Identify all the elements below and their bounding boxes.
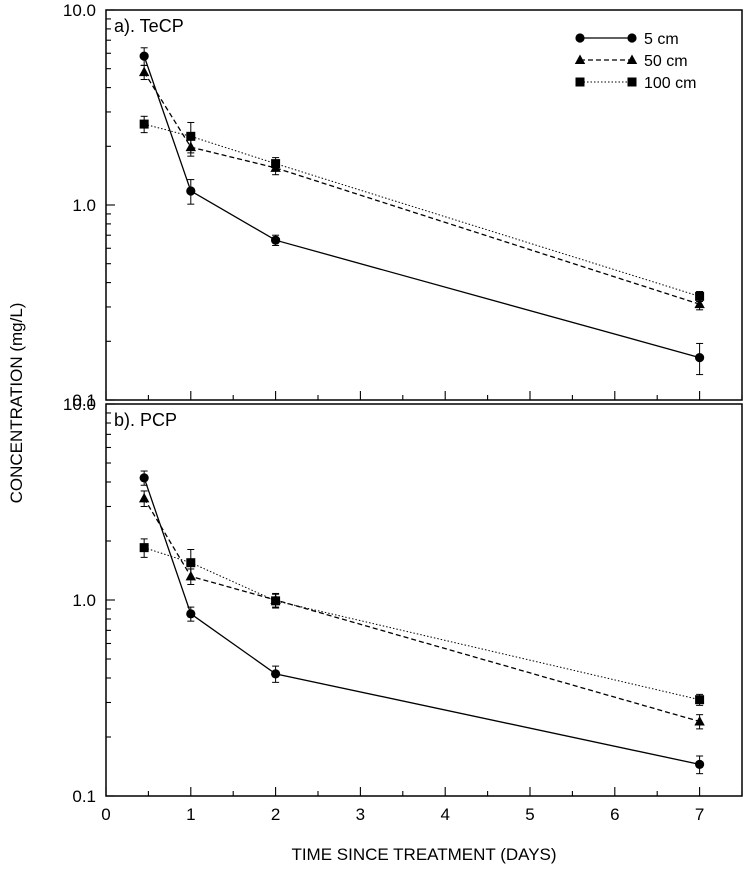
legend-item: 100 cm (575, 75, 696, 92)
data-point (271, 669, 281, 679)
panel-label: a). TeCP (114, 16, 184, 36)
legend-marker (626, 54, 638, 64)
series-line-100cm (144, 123, 700, 297)
y-tick-label: 0.1 (72, 787, 96, 806)
data-point (694, 715, 705, 726)
data-point (139, 543, 149, 553)
legend-marker (627, 77, 637, 87)
data-point (139, 119, 149, 129)
data-point (139, 473, 149, 483)
data-point (695, 695, 705, 705)
legend-item: 50 cm (574, 53, 688, 70)
panel-pcp: 0.1 1.0 10.0 0 1 2 3 4 5 6 7 b). PCP (63, 395, 743, 824)
data-point (138, 492, 150, 503)
legend-marker (575, 77, 585, 87)
x-tick-label: 3 (356, 805, 365, 824)
legend-item: 5 cm (575, 31, 679, 48)
legend: 5 cm 50 cm 100 cm (574, 31, 696, 92)
series-layer (138, 470, 705, 775)
plot-frame (105, 403, 743, 797)
series-line-50cm (143, 498, 700, 723)
y-tick-label: 10.0 (63, 395, 96, 414)
legend-label: 50 cm (644, 53, 688, 70)
series-line-50cm (143, 71, 700, 305)
y-tick-label: 10.0 (63, 1, 96, 20)
data-point (186, 609, 196, 619)
data-point (694, 298, 705, 309)
y-tick-label: 1.0 (72, 196, 96, 215)
data-point (138, 66, 150, 77)
series-layer (138, 47, 705, 376)
data-point (186, 186, 196, 196)
y-tick-label: 0.1 (72, 391, 96, 410)
x-tick-label: 1 (186, 805, 195, 824)
x-tick-label: 5 (525, 805, 534, 824)
data-point (186, 131, 196, 141)
x-tick-label: 2 (271, 805, 280, 824)
data-point (695, 352, 705, 363)
x-tick-label: 7 (695, 805, 704, 824)
x-tick-label: 0 (101, 805, 110, 824)
tick-marks: 0.1 1.0 10.0 0 1 2 3 4 5 6 7 (63, 395, 743, 824)
series-line-100cm (144, 547, 700, 701)
data-point (695, 759, 705, 769)
data-point (271, 235, 281, 245)
data-point (271, 596, 281, 606)
panel-tecp: 0.1 1.0 10.0 a). TeCP 5 cm 50 cm 100 cm (63, 1, 743, 410)
y-axis-title: CONCENTRATION (mg/L) (7, 303, 26, 504)
legend-marker (575, 33, 585, 43)
x-tick-label: 4 (440, 805, 449, 824)
data-point (695, 291, 705, 301)
data-point (139, 51, 149, 61)
x-axis-title: TIME SINCE TREATMENT (DAYS) (291, 845, 556, 864)
data-point (271, 159, 281, 169)
tick-marks: 0.1 1.0 10.0 (63, 1, 743, 410)
data-point (186, 558, 196, 568)
legend-label: 100 cm (644, 75, 696, 92)
series-line-5cm (143, 55, 700, 359)
legend-marker (627, 33, 637, 43)
x-tick-label: 6 (610, 805, 619, 824)
legend-label: 5 cm (644, 31, 679, 48)
panel-label: b). PCP (114, 410, 177, 430)
series-line-5cm (143, 477, 700, 766)
legend-marker (574, 54, 586, 64)
y-tick-label: 1.0 (72, 591, 96, 610)
